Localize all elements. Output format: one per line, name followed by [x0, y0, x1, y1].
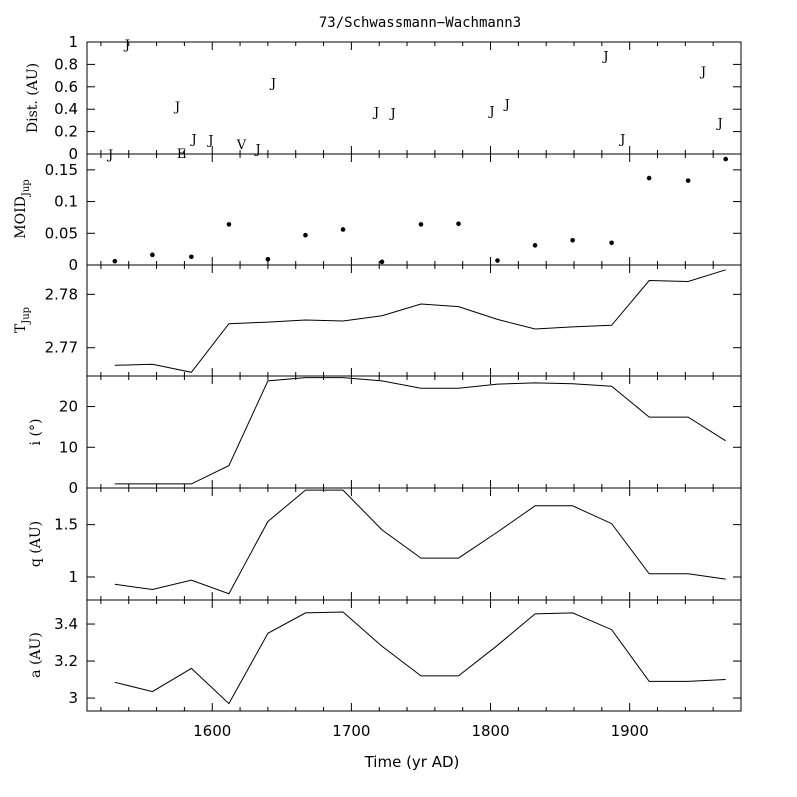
y-tick-label: 2.78 [45, 285, 78, 303]
data-point [303, 232, 308, 238]
encounter-marker: J [487, 104, 494, 119]
encounter-marker: J [699, 65, 706, 80]
plot-frame [86, 41, 742, 155]
y-tick-label: 0 [68, 145, 78, 163]
encounter-marker: J [173, 100, 180, 115]
y-tick-label: 0.1 [54, 193, 78, 211]
data-point [418, 222, 424, 227]
y-tick-label: 10 [59, 438, 78, 456]
x-tick-label: 1600 [193, 722, 231, 740]
data-point [379, 259, 385, 265]
y-axis-label-subscript: Jup [21, 179, 32, 197]
y-axis-label: MOIDJup [13, 179, 32, 238]
plot-frame [86, 487, 742, 601]
y-axis-label: q (AU) [28, 521, 44, 567]
plot-frame [86, 153, 742, 266]
chart-title: 73/Schwassmann−Wachmann3 [319, 15, 521, 31]
y-axis-label-subscript: Jup [21, 307, 32, 325]
x-axis-label: Time (yr AD) [364, 753, 460, 771]
y-tick-label: 3 [68, 689, 78, 707]
plot-frame [86, 375, 742, 489]
plot-frame [86, 264, 742, 377]
y-tick-label: 2.77 [45, 339, 78, 357]
panel-q: 1 1.5 q (AU) [28, 487, 742, 601]
encounter-marker: J [254, 142, 261, 157]
encounter-marker: J [389, 107, 396, 122]
encounter-marker: V [236, 138, 247, 153]
data-point [685, 178, 691, 183]
y-tick-label: 0 [68, 256, 78, 274]
data-point [112, 258, 118, 264]
data-point [646, 175, 652, 181]
y-tick-label: 1.5 [54, 516, 78, 534]
encounter-marker: J [716, 117, 723, 132]
data-point [570, 237, 575, 243]
panel-tjup: 2.77 2.78 TJup [13, 264, 742, 377]
data-point [456, 221, 461, 227]
data-point [340, 227, 346, 232]
series-line [114, 611, 726, 705]
encounter-marker: J [269, 76, 276, 91]
encounter-marker: J [123, 38, 130, 53]
series-line [114, 489, 726, 595]
encounter-marker: J [106, 148, 113, 163]
y-tick-label: 0.15 [45, 161, 78, 179]
data-point [532, 243, 538, 248]
series-line [114, 269, 726, 373]
encounter-marker: J [190, 132, 197, 147]
encounter-marker: J [601, 49, 608, 64]
y-tick-label: 20 [59, 398, 78, 416]
x-tick-labels: 1600 1700 1800 1900 [193, 722, 649, 740]
series-line [114, 377, 726, 485]
data-point [150, 252, 155, 258]
x-tick-label: 1900 [611, 722, 649, 740]
y-tick-label: 1 [68, 33, 78, 51]
y-tick-label: 0.2 [54, 123, 78, 141]
y-tick-label: 1 [68, 568, 78, 586]
y-tick-label: 3.2 [54, 652, 78, 670]
data-point [189, 254, 194, 260]
y-axis-label: Dist. (AU) [25, 63, 41, 133]
y-tick-label: 3.4 [54, 615, 78, 633]
panel-moid: 0 0.05 0.1 0.15 MOIDJup [13, 153, 742, 274]
encounter-marker: J [503, 98, 510, 113]
encounter-marker: J [206, 133, 213, 148]
y-tick-label: 0.6 [54, 78, 78, 96]
data-point [723, 156, 728, 162]
y-tick-label: 0.05 [45, 224, 78, 242]
data-point [265, 256, 271, 262]
data-point [226, 222, 232, 227]
encounter-marker: J [618, 132, 625, 147]
y-axis-label: i (°) [28, 419, 44, 446]
y-axis-label: TJup [13, 307, 32, 333]
panel-incl: 0 10 20 i (°) [28, 375, 742, 497]
y-tick-label: 0.4 [54, 100, 78, 118]
data-point [495, 258, 500, 263]
plot-frame [86, 599, 742, 712]
encounter-marker: J [372, 105, 379, 120]
y-tick-label: 0.8 [54, 55, 78, 73]
x-tick-label: 1700 [332, 722, 370, 740]
data-point [609, 240, 614, 246]
x-tick-label: 1800 [471, 722, 509, 740]
panel-a: 3 3.2 3.4 a (AU) [28, 599, 742, 712]
y-tick-label: 0 [68, 479, 78, 497]
y-axis-label: a (AU) [28, 632, 44, 678]
